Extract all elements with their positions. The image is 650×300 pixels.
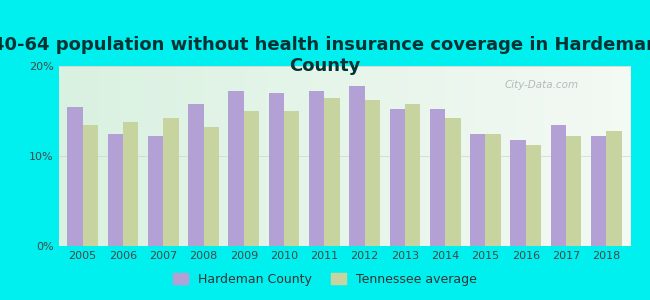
Bar [430, 109, 445, 246]
Bar [148, 136, 163, 246]
Bar [68, 106, 83, 246]
Bar [268, 93, 284, 246]
Text: 40-64 population without health insurance coverage in Hardeman
County: 40-64 population without health insuranc… [0, 36, 650, 75]
Bar [324, 98, 340, 246]
Bar [123, 122, 138, 246]
Bar [163, 118, 179, 246]
Bar [284, 111, 300, 246]
Bar [526, 145, 541, 246]
Bar [365, 100, 380, 246]
Bar [83, 124, 98, 246]
Bar [203, 127, 219, 246]
Legend: Hardeman County, Tennessee average: Hardeman County, Tennessee average [168, 268, 482, 291]
Bar [309, 91, 324, 246]
Bar [405, 104, 421, 246]
Bar [389, 109, 405, 246]
Bar [566, 136, 581, 246]
Bar [470, 134, 486, 246]
Text: City-Data.com: City-Data.com [504, 80, 578, 90]
Bar [551, 124, 566, 246]
Bar [445, 118, 460, 246]
Bar [486, 134, 500, 246]
Bar [606, 131, 621, 246]
Bar [349, 86, 365, 246]
Bar [510, 140, 526, 246]
Bar [108, 134, 123, 246]
Bar [229, 91, 244, 246]
Bar [591, 136, 606, 246]
Bar [188, 104, 203, 246]
Bar [244, 111, 259, 246]
